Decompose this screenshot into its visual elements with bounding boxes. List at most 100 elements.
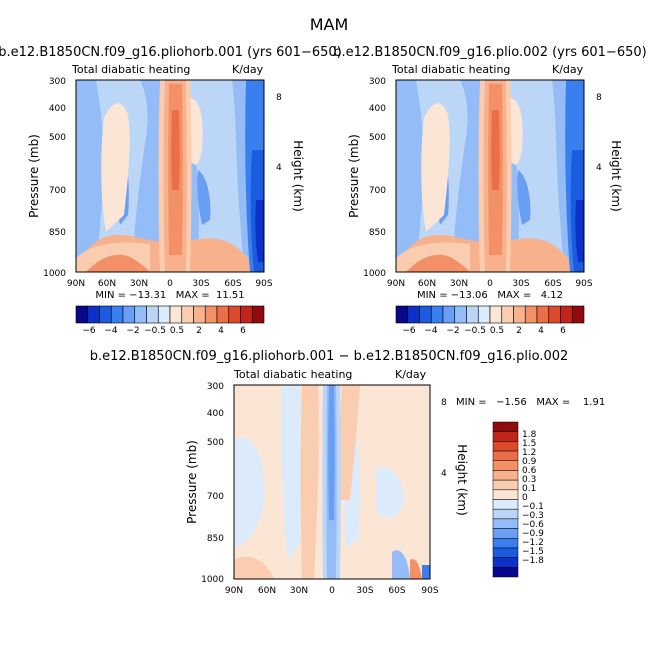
colorbar-label: 0.5 — [490, 326, 504, 336]
panel-3-ylabel: Pressure (mb) — [185, 440, 199, 524]
colorbar-swatch — [513, 305, 526, 324]
colorbar-label: 0.1 — [522, 484, 536, 494]
colorbar-label: −1.5 — [522, 547, 544, 557]
y-right-tick-label: 8 — [276, 93, 282, 103]
colorbar-label: −1.2 — [522, 538, 544, 548]
x-tick-label: 30S — [192, 279, 209, 289]
colorbar-swatch — [477, 305, 491, 324]
panel-2-ylabel-right: Height (km) — [609, 140, 623, 211]
colorbar-label: −1.8 — [522, 556, 544, 566]
y-tick-label: 700 — [369, 186, 386, 196]
field-contour-pale — [101, 103, 130, 233]
panel-3-stats: MIN = −1.56 MAX = 1.91 — [456, 397, 605, 408]
colorbar-swatch — [181, 305, 194, 324]
panel-1-stats: MIN = −13.31 MAX = 11.51 — [95, 290, 244, 301]
y-tick-label: 400 — [369, 104, 386, 114]
colorbar-label: 6 — [240, 326, 246, 336]
colorbar-label: −6 — [82, 326, 96, 336]
colorbar-label: −4 — [424, 326, 438, 336]
colorbar-label: 4 — [218, 326, 224, 336]
colorbar-swatch — [492, 489, 519, 500]
colorbar-swatch — [442, 305, 456, 324]
field-contour-deep-blue — [255, 200, 264, 262]
colorbar-swatch — [430, 305, 444, 324]
field-contour-deep-blue — [575, 200, 584, 262]
panel-1-y-right-ticks: 8 4 — [276, 93, 282, 173]
panel-3-y-ticks: 300 400 500 700 850 1000 — [201, 382, 224, 585]
field-contour-blue — [197, 170, 211, 225]
x-tick-label: 0 — [329, 586, 335, 596]
x-tick-label: 60S — [544, 279, 561, 289]
colorbar-swatch — [122, 305, 136, 324]
panel-2-field — [396, 80, 584, 272]
panel-3-frame — [233, 384, 431, 580]
x-tick-label: 60N — [258, 586, 276, 596]
figure-title: MAM — [310, 15, 349, 34]
colorbar-label: 1.8 — [522, 430, 537, 440]
field-contour-blue — [517, 170, 531, 225]
x-tick-label: 60S — [224, 279, 241, 289]
y-tick-label: 400 — [49, 104, 66, 114]
colorbar-label: 1.2 — [522, 448, 536, 458]
y-tick-label: 300 — [49, 77, 66, 87]
y-tick-label: 850 — [369, 228, 386, 238]
colorbar-label: 0.5 — [170, 326, 184, 336]
y-tick-label: 850 — [207, 534, 224, 544]
panel-1-ylabel-right: Height (km) — [291, 140, 305, 211]
y-tick-label: 300 — [369, 77, 386, 87]
y-tick-label: 500 — [369, 133, 386, 143]
colorbar-swatch — [492, 421, 519, 432]
colorbar-label: −2 — [126, 326, 139, 336]
colorbar-labels: −6 −4 −2 −0.5 0.5 2 4 6 — [402, 326, 566, 336]
colorbar-label: −0.1 — [522, 502, 544, 512]
x-tick-label: 90N — [387, 279, 405, 289]
colorbar-swatch — [492, 499, 519, 510]
colorbar-swatch — [146, 305, 159, 324]
x-tick-label: 0 — [167, 279, 173, 289]
colorbar-swatch — [99, 305, 112, 324]
colorbar-swatch — [134, 305, 147, 324]
colorbar-label: 2 — [516, 326, 522, 336]
panel-3-title: b.e12.B1850CN.f09_g16.pliohorb.001 − b.e… — [90, 349, 569, 364]
x-tick-label: 90N — [225, 586, 243, 596]
x-tick-label: 90S — [575, 279, 592, 289]
colorbar-swatch — [492, 441, 519, 452]
colorbar-swatch — [524, 305, 538, 324]
colorbar-label: 0.6 — [522, 466, 537, 476]
colorbar-swatch — [240, 305, 253, 324]
panel-1-x-ticks: 90N 60N 30N 0 30S 60S 90S — [67, 279, 273, 289]
colorbar-swatch — [169, 305, 183, 324]
colorbar-swatch — [492, 547, 519, 558]
field-contour-orange-deep — [406, 254, 470, 272]
colorbar-label: 4 — [538, 326, 544, 336]
colorbar-swatch — [216, 305, 230, 324]
x-tick-label: 60N — [98, 279, 116, 289]
colorbar-swatch — [492, 567, 519, 578]
field-contour-neg-light — [376, 467, 404, 518]
colorbar-swatch — [548, 305, 561, 324]
colorbar-swatch — [492, 431, 519, 442]
panel-2-x-ticks: 90N 60N 30N 0 30S 60S 90S — [387, 279, 593, 289]
field-contour-pos — [234, 556, 274, 579]
y-tick-label: 400 — [207, 409, 224, 419]
x-tick-label: 30N — [290, 586, 308, 596]
field-contour-equator — [171, 110, 180, 190]
x-tick-label: 30S — [356, 586, 373, 596]
panel-3-field — [234, 385, 430, 579]
colorbar-swatch — [492, 450, 519, 461]
colorbar-swatch — [466, 305, 479, 324]
colorbar-swatch — [501, 305, 514, 324]
y-tick-label: 300 — [207, 382, 224, 392]
panel-3: b.e12.B1850CN.f09_g16.pliohorb.001 − b.e… — [90, 349, 605, 596]
colorbar-swatch — [492, 557, 519, 568]
x-tick-label: 0 — [487, 279, 493, 289]
colorbar-labels: 1.8 1.5 1.2 0.9 0.6 0.3 0.1 0 −0.1 −0.3 … — [522, 430, 544, 566]
colorbar-swatch — [492, 460, 519, 471]
field-contour-south-neg — [392, 550, 410, 579]
panel-2: b.e12.B1850CN.f09_g16.plio.002 (yrs 601−… — [333, 45, 646, 336]
colorbar-swatch — [157, 305, 171, 324]
x-tick-label: 90N — [67, 279, 85, 289]
colorbar-swatch — [251, 305, 265, 324]
colorbar-swatch — [571, 305, 585, 324]
field-contour-pale — [421, 103, 450, 233]
